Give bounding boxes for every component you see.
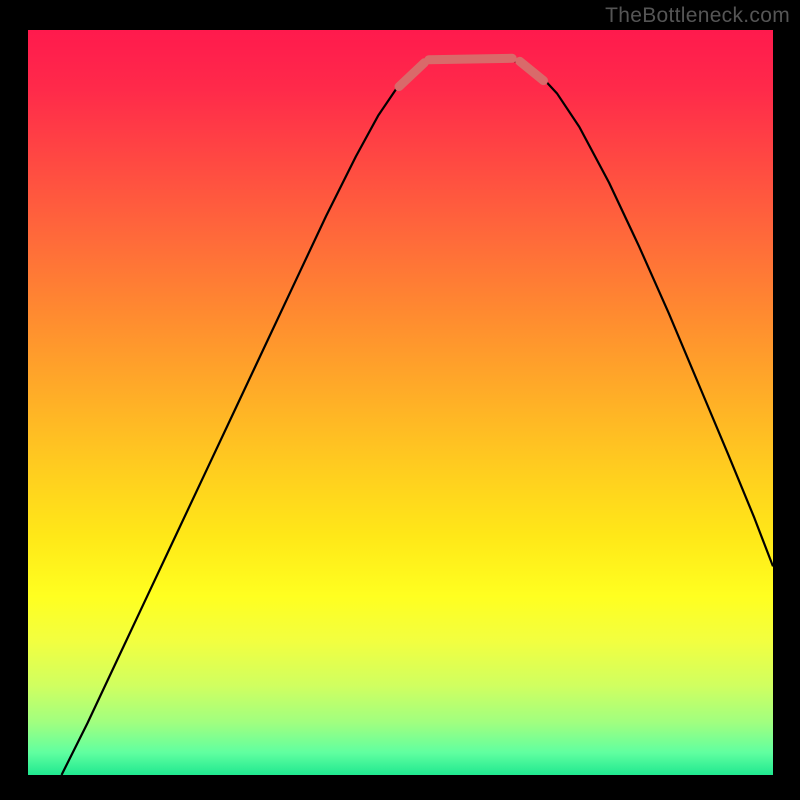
bottleneck-curve bbox=[62, 57, 773, 775]
chart-frame: TheBottleneck.com bbox=[0, 0, 800, 800]
curve-layer bbox=[28, 30, 773, 775]
highlight-segments bbox=[399, 58, 544, 86]
watermark-text: TheBottleneck.com bbox=[605, 4, 790, 28]
plot-area bbox=[28, 30, 773, 775]
